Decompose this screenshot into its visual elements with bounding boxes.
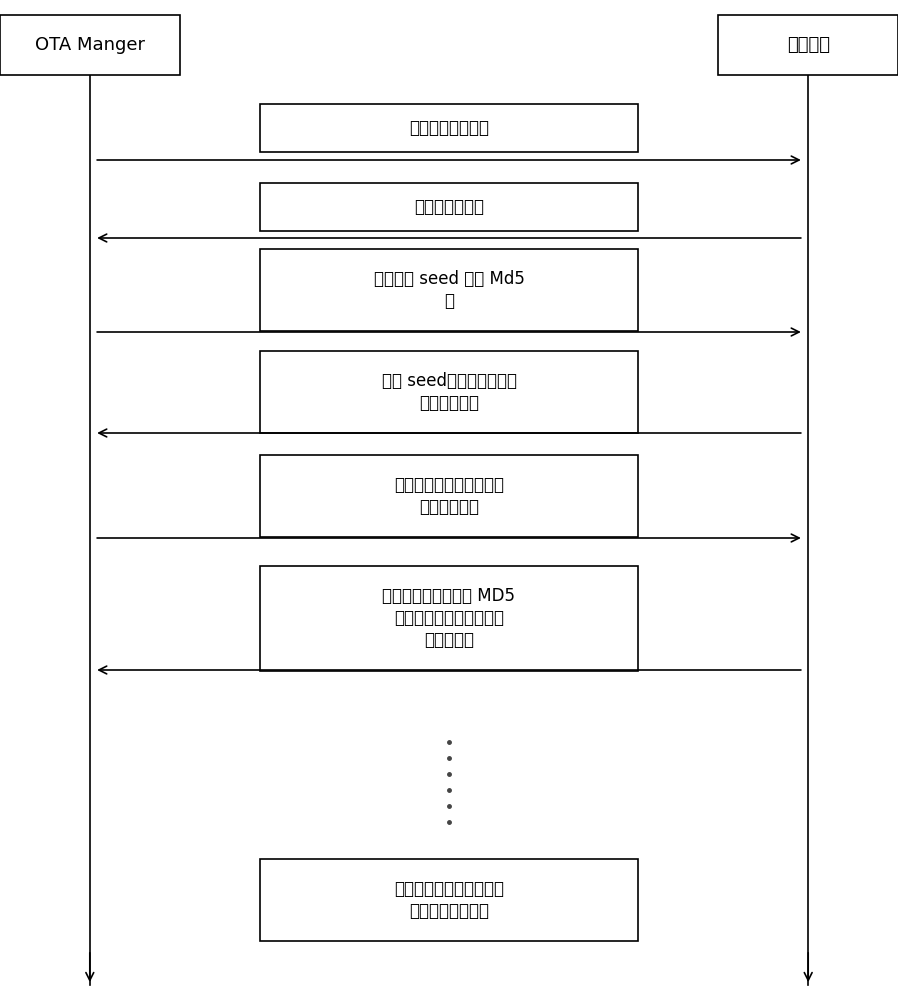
- Text: 发送随机 seed 值和 Md5: 发送随机 seed 值和 Md5: [374, 270, 524, 288]
- Bar: [0, 15, 180, 75]
- Text: 断电重启，目标元件运行: 断电重启，目标元件运行: [394, 880, 504, 898]
- Text: OTA Manger: OTA Manger: [35, 36, 145, 54]
- Bar: [260, 455, 638, 537]
- Bar: [260, 104, 638, 152]
- Text: 新程序，流程结束: 新程序，流程结束: [409, 902, 489, 920]
- Text: 值: 值: [444, 292, 454, 310]
- Text: 码通过确认文件完整后回: 码通过确认文件完整后回: [394, 609, 504, 627]
- Text: 协议传输文件: 协议传输文件: [419, 498, 479, 516]
- Text: 根据 seed值和特定加密算: 根据 seed值和特定加密算: [382, 372, 516, 390]
- Bar: [718, 15, 898, 75]
- Bar: [260, 351, 638, 433]
- Text: 密码校验正确，按照各种: 密码校验正确，按照各种: [394, 476, 504, 494]
- Bar: [260, 859, 638, 941]
- Bar: [260, 183, 638, 231]
- Text: 复接收成功: 复接收成功: [424, 631, 474, 649]
- Bar: [260, 249, 638, 331]
- Text: 文件传输结束，校验 MD5: 文件传输结束，校验 MD5: [383, 587, 515, 605]
- Text: 请求升级文件包: 请求升级文件包: [414, 198, 484, 216]
- Text: 目标元件: 目标元件: [787, 36, 830, 54]
- Bar: [260, 566, 638, 670]
- Text: 法计算出密码: 法计算出密码: [419, 394, 479, 412]
- Text: 告知准备升级就绪: 告知准备升级就绪: [409, 119, 489, 137]
